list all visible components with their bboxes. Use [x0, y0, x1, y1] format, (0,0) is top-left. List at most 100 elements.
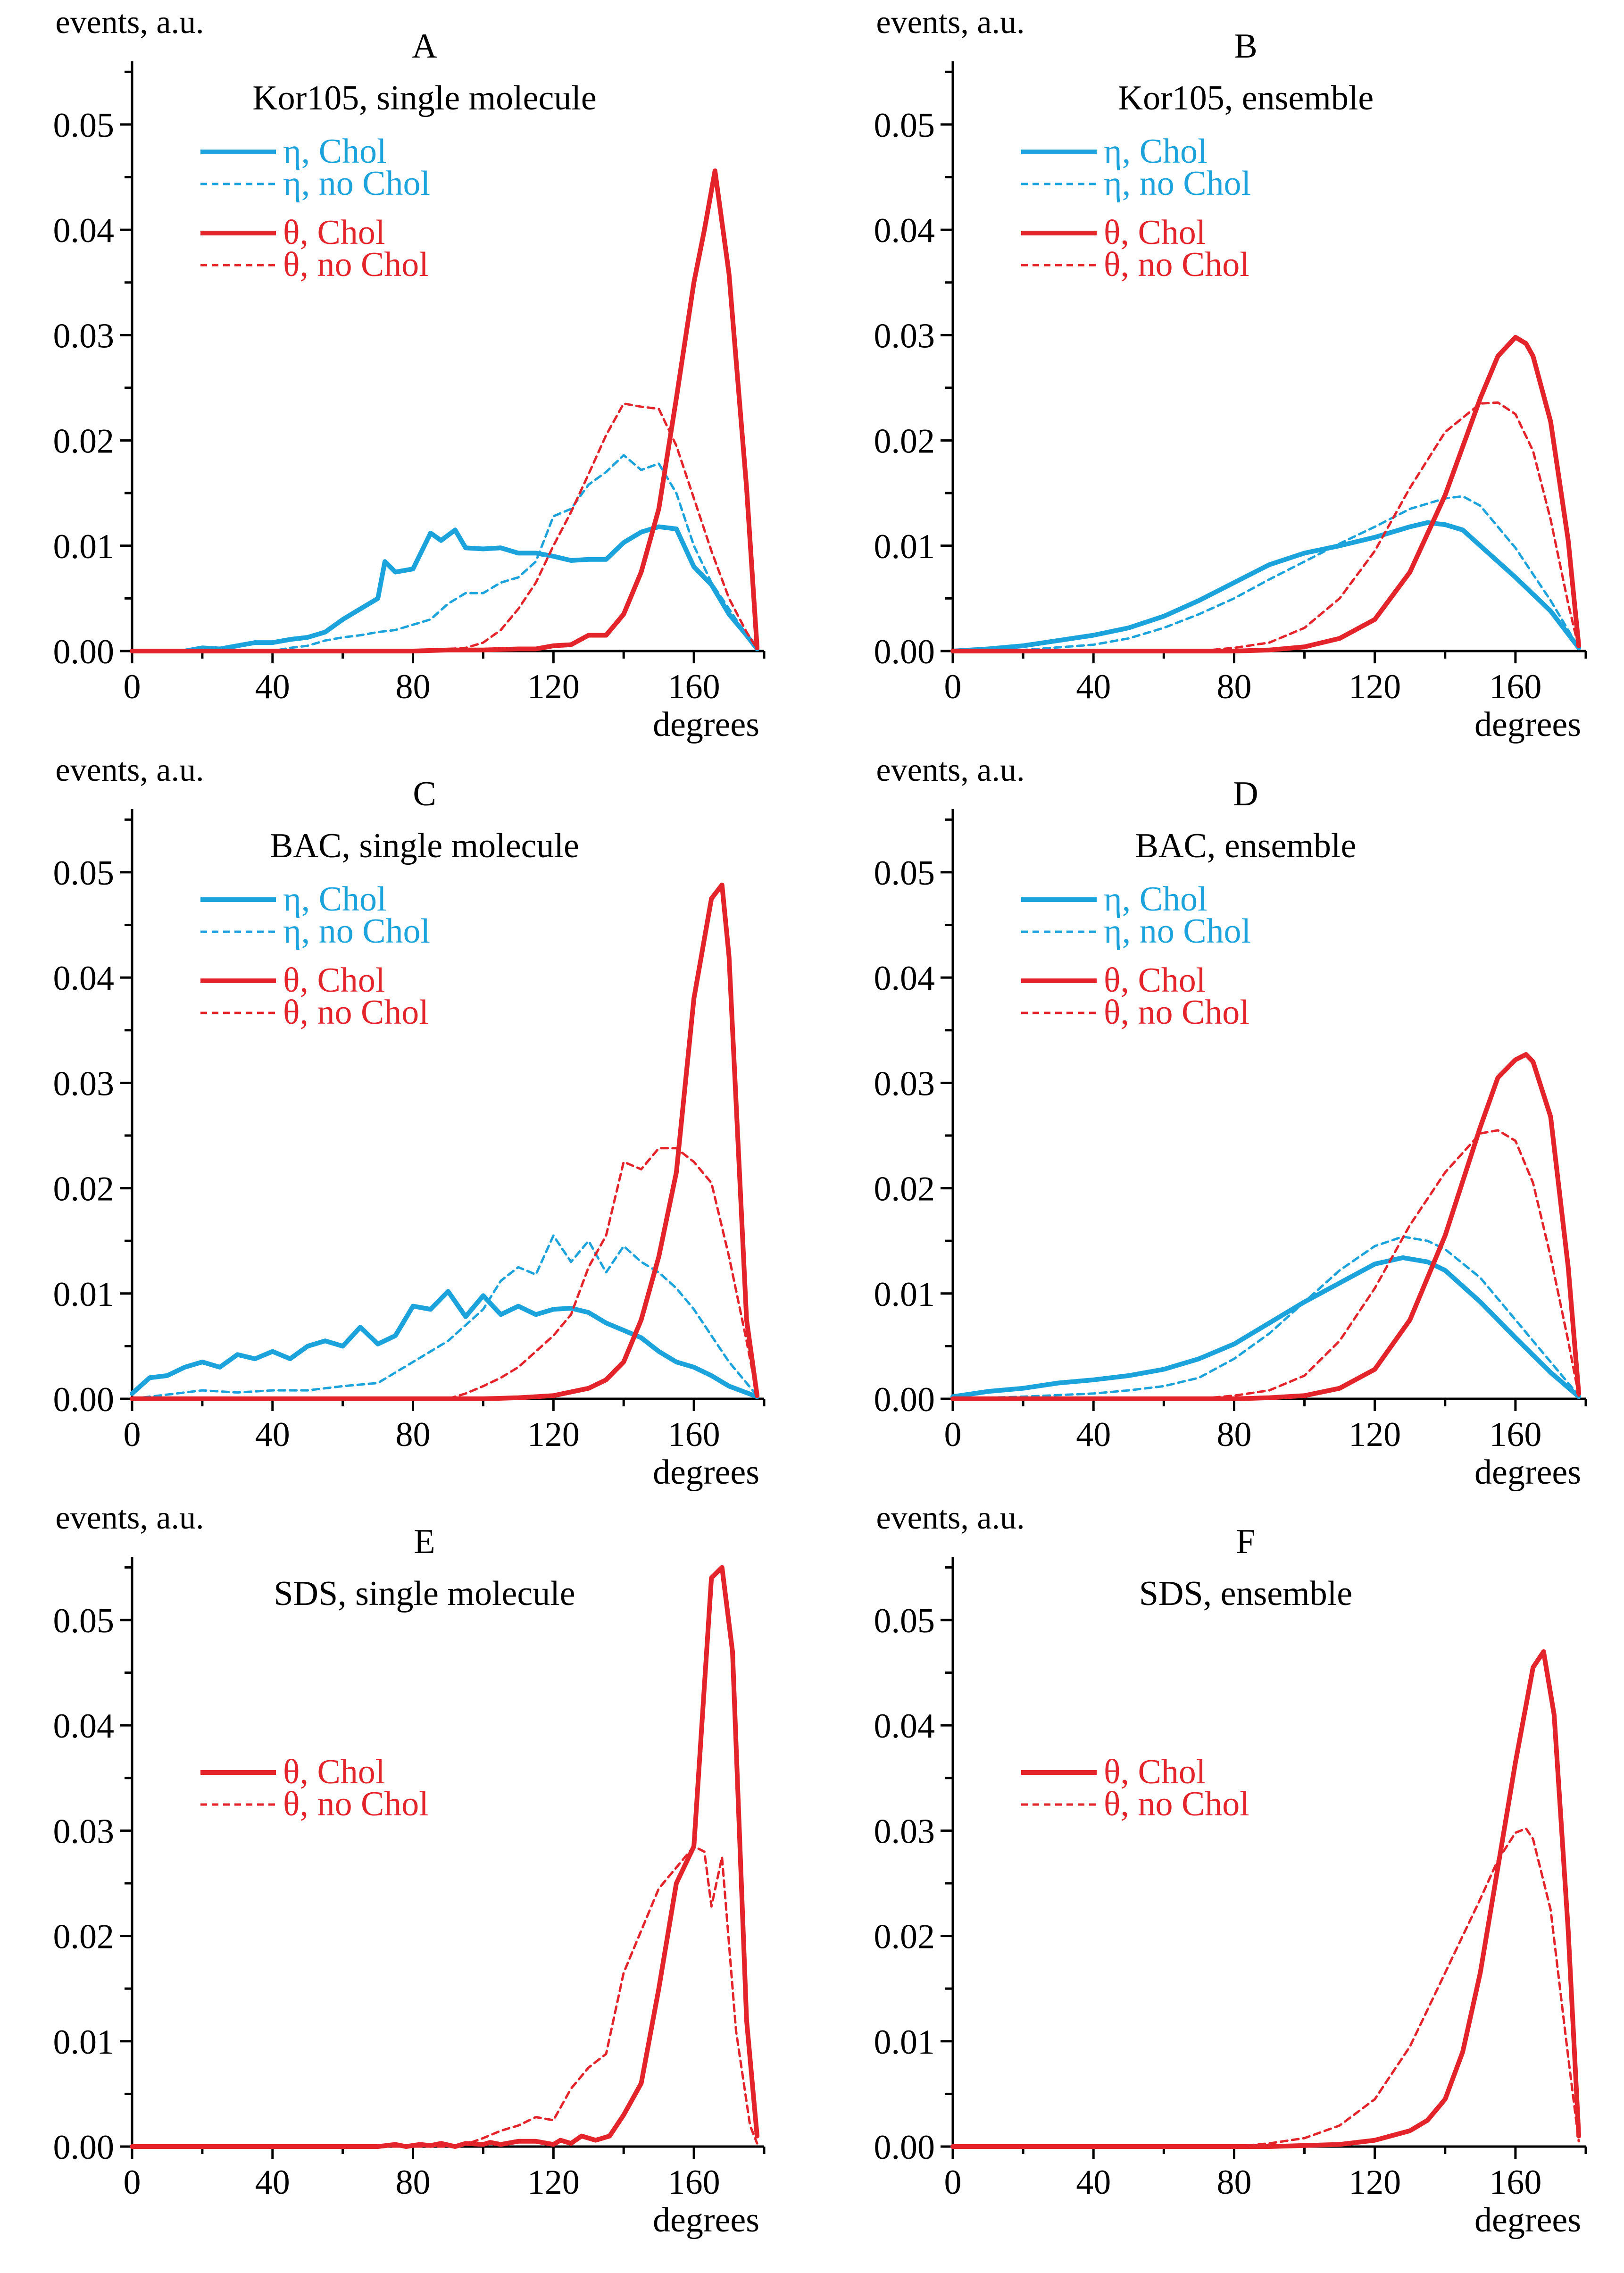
- legend-label: θ, no Chol: [283, 993, 429, 1032]
- legend-entry: θ, no Chol: [200, 1785, 429, 1823]
- x-tick-label: 80: [396, 668, 431, 706]
- legend-label: η, no Chol: [283, 912, 430, 951]
- series-line-eta-no-chol: [951, 495, 1580, 652]
- y-tick-label: 0.05: [874, 1602, 935, 1640]
- series-line-eta-chol: [130, 524, 760, 653]
- legend-label: θ, no Chol: [283, 1785, 429, 1823]
- legend-label: θ, Chol: [1104, 961, 1206, 1000]
- y-tick-label: 0.01: [53, 527, 115, 566]
- panel-title: SDS, ensemble: [1139, 1574, 1352, 1613]
- y-tick-label: 0.05: [53, 1602, 115, 1640]
- x-tick-label: 40: [1076, 2163, 1111, 2202]
- x-tick-label: 40: [255, 2163, 290, 2202]
- y-tick-label: 0.02: [874, 1918, 935, 1956]
- y-tick-label: 0.03: [874, 317, 935, 355]
- y-tick-label: 0.03: [874, 1812, 935, 1851]
- panel-d: 0.00 0.01 0.02 0.03 0.04 0.05 0 40 80 120 160 event…: [874, 752, 1587, 1492]
- x-axis-label: degrees: [653, 705, 759, 744]
- panel-title: SDS, single molecule: [274, 1574, 575, 1613]
- legend-label: θ, no Chol: [1104, 245, 1249, 284]
- x-tick-label: 160: [668, 668, 720, 706]
- x-tick-label: 160: [668, 2163, 720, 2202]
- x-tick-label: 0: [124, 1415, 141, 1454]
- x-tick-label: 120: [527, 1415, 580, 1454]
- y-tick-label: 0.02: [874, 422, 935, 461]
- panel-title: Kor105, single molecule: [252, 79, 597, 117]
- y-tick-label: 0.01: [874, 1275, 935, 1314]
- y-tick-label: 0.00: [53, 2128, 115, 2167]
- y-tick-label: 0.01: [53, 2023, 115, 2062]
- y-tick-label: 0.05: [53, 106, 115, 145]
- y-tick-label: 0.00: [53, 633, 115, 671]
- y-axis-label: events, a.u.: [876, 752, 1025, 788]
- x-tick-label: 80: [1216, 1415, 1251, 1454]
- x-tick-label: 80: [1216, 668, 1251, 706]
- x-axis-label: degrees: [653, 1453, 759, 1492]
- y-tick-label: 0.05: [874, 106, 935, 145]
- series-line-theta-chol: [130, 1565, 760, 2149]
- series-line-theta-chol: [130, 882, 760, 1401]
- series-line-theta-chol: [130, 168, 760, 653]
- legend-entry: θ, Chol: [1021, 1753, 1206, 1791]
- x-tick-label: 120: [1349, 2163, 1401, 2202]
- y-tick-label: 0.05: [874, 854, 935, 893]
- series-line-theta-no-chol: [951, 401, 1580, 652]
- legend-label: η, Chol: [1104, 880, 1208, 919]
- y-tick-label: 0.00: [53, 1380, 115, 1419]
- y-tick-label: 0.01: [874, 527, 935, 566]
- y-axis-label: events, a.u.: [56, 1500, 204, 1536]
- y-tick-label: 0.02: [53, 422, 115, 461]
- x-tick-label: 80: [1216, 2163, 1251, 2202]
- y-tick-label: 0.00: [874, 633, 935, 671]
- legend-label: θ, Chol: [283, 961, 385, 1000]
- legend-entry: η, Chol: [1021, 880, 1208, 919]
- x-tick-label: 160: [1489, 668, 1541, 706]
- x-axis-label: degrees: [1474, 2201, 1581, 2240]
- series-line-theta-chol: [950, 1649, 1582, 2149]
- x-axis-label: degrees: [653, 2201, 759, 2240]
- y-tick-label: 0.01: [874, 2023, 935, 2062]
- y-tick-label: 0.04: [53, 1707, 115, 1746]
- legend-label: η, Chol: [283, 132, 387, 171]
- panel-letter: F: [1236, 1522, 1255, 1561]
- y-tick-label: 0.03: [874, 1064, 935, 1103]
- y-tick-label: 0.01: [53, 1275, 115, 1314]
- x-tick-label: 40: [255, 668, 290, 706]
- panel-letter: C: [413, 775, 436, 813]
- x-tick-label: 0: [124, 668, 141, 706]
- legend-entry: θ, Chol: [200, 961, 385, 1000]
- y-tick-label: 0.03: [53, 1064, 115, 1103]
- x-tick-label: 40: [1076, 668, 1111, 706]
- legend-entry: θ, Chol: [200, 1753, 385, 1791]
- legend-entry: θ, no Chol: [200, 245, 429, 284]
- x-tick-label: 0: [124, 2163, 141, 2202]
- y-tick-label: 0.02: [53, 1170, 115, 1209]
- legend-label: θ, Chol: [283, 213, 385, 252]
- legend-entry: θ, no Chol: [1021, 993, 1249, 1032]
- panel-e: 0.00 0.01 0.02 0.03 0.04 0.05 0 40 80 120 160 event…: [53, 1500, 766, 2240]
- x-axis-label: degrees: [1474, 705, 1581, 744]
- x-tick-label: 80: [396, 2163, 431, 2202]
- panel-letter: B: [1234, 27, 1257, 66]
- legend-label: θ, no Chol: [1104, 993, 1249, 1032]
- legend-label: η, Chol: [1104, 132, 1208, 171]
- panel-title: BAC, single molecule: [270, 827, 579, 865]
- legend-label: θ, Chol: [283, 1753, 385, 1791]
- legend-entry: η, no Chol: [1021, 912, 1251, 951]
- y-tick-label: 0.02: [53, 1918, 115, 1956]
- y-tick-label: 0.04: [53, 959, 115, 998]
- legend-entry: η, no Chol: [200, 164, 430, 203]
- legend-label: η, Chol: [283, 880, 387, 919]
- x-tick-label: 40: [1076, 1415, 1111, 1454]
- series-line-theta-no-chol: [951, 1827, 1580, 2148]
- y-tick-label: 0.04: [874, 1707, 935, 1746]
- x-tick-label: 160: [1489, 1415, 1541, 1454]
- y-tick-label: 0.04: [874, 959, 935, 998]
- legend-label: θ, no Chol: [283, 245, 429, 284]
- y-tick-label: 0.04: [53, 211, 115, 250]
- legend-label: η, no Chol: [1104, 164, 1251, 203]
- series-line-theta-no-chol: [131, 1147, 758, 1400]
- series-line-eta-chol: [950, 520, 1582, 653]
- series-line-theta-chol: [950, 334, 1582, 653]
- series-line-eta-no-chol: [951, 1235, 1580, 1400]
